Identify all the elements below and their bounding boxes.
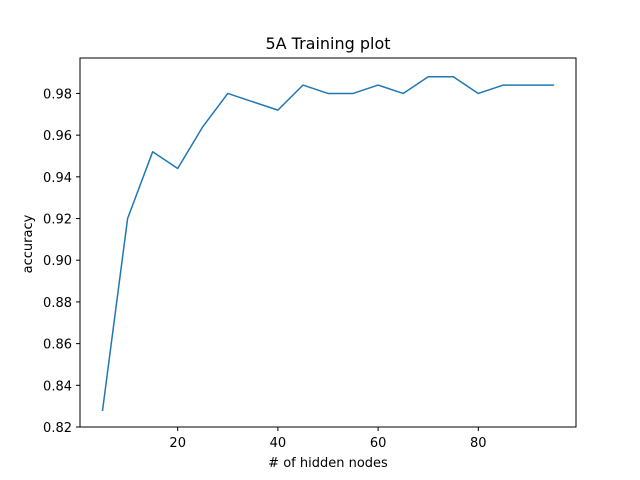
y-tick-label: 0.90 — [43, 254, 72, 269]
y-tick-label: 0.82 — [43, 421, 72, 436]
x-tick-label: 80 — [470, 436, 487, 451]
y-tick-label: 0.98 — [43, 87, 72, 102]
x-tick-label: 60 — [370, 436, 387, 451]
y-tick-label: 0.86 — [43, 338, 72, 353]
chart-title: 5A Training plot — [265, 34, 390, 53]
x-axis-label: # of hidden nodes — [268, 456, 388, 471]
y-axis-label: accuracy — [21, 214, 36, 273]
plot-area: 20 40 60 80 0.82 0.84 0.86 0.88 0.90 0.92 0.94 0.96… — [43, 57, 577, 451]
y-tick-label: 0.94 — [43, 171, 72, 186]
series-line-0 — [101, 76, 555, 412]
x-tick-label: 20 — [169, 436, 186, 451]
y-tick-label: 0.96 — [43, 129, 72, 144]
y-tick-label: 0.88 — [43, 296, 72, 311]
x-tick-label: 40 — [270, 436, 287, 451]
y-tick-label: 0.84 — [43, 379, 72, 394]
y-tick-label: 0.92 — [43, 213, 72, 228]
plot-frame — [79, 57, 577, 428]
